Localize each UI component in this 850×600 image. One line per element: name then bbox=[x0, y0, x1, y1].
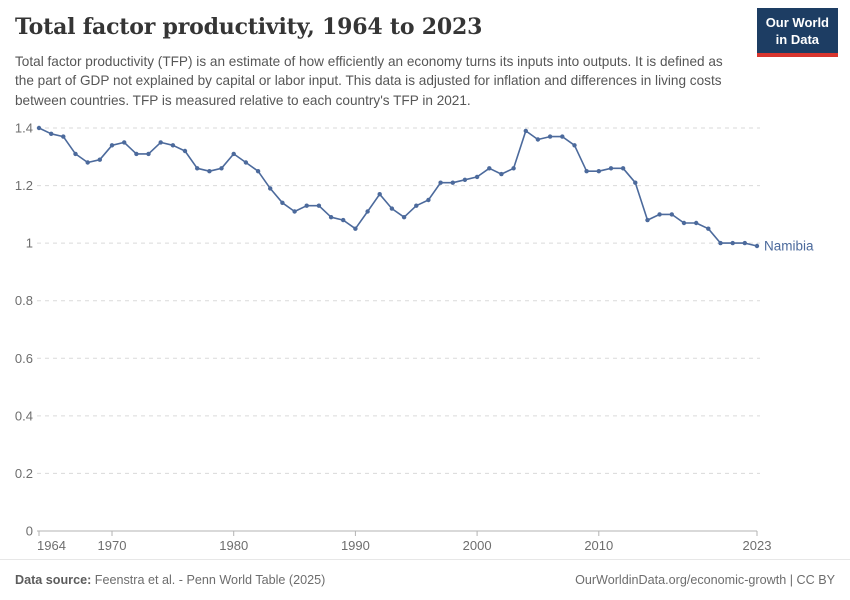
namibia-line[interactable] bbox=[38, 127, 758, 247]
gridlines: 0 0.2 0.4 0.6 0.8 1 1.2 1.4 bbox=[15, 121, 760, 539]
y-tick-label: 1.2 bbox=[15, 178, 33, 193]
chart-canvas[interactable]: 0 0.2 0.4 0.6 0.8 1 1.2 1.4 1964 1970 1980 1990 2000… bbox=[0, 0, 850, 558]
datasource-label: Data source: bbox=[15, 573, 92, 587]
y-tick-label: 0.8 bbox=[15, 293, 33, 308]
datasource-value: Feenstra et al. - Penn World Table (2025… bbox=[94, 573, 326, 587]
x-tick-label: 1970 bbox=[98, 538, 127, 553]
x-axis: 1964 1970 1980 1990 2000 2010 2023 bbox=[37, 531, 771, 553]
y-tick-label: 0.6 bbox=[15, 351, 33, 366]
x-tick-label: 2023 bbox=[743, 538, 772, 553]
owid-logo-line1: Our World bbox=[765, 15, 829, 30]
owid-logo-line2: in Data bbox=[775, 31, 820, 47]
owid-url-link[interactable]: OurWorldinData.org/economic-growth bbox=[575, 573, 787, 587]
line-chart[interactable]: 0 0.2 0.4 0.6 0.8 1 1.2 1.4 1964 1970 1980 1990 2000… bbox=[0, 0, 850, 558]
footer-separator: | bbox=[789, 573, 793, 587]
license-badge: CC BY bbox=[796, 573, 836, 587]
x-tick-label: 1980 bbox=[219, 538, 248, 553]
namibia-data-points[interactable] bbox=[36, 125, 760, 249]
footer: Data source: Feenstra et al. - Penn Worl… bbox=[0, 559, 850, 600]
datasource: Data source: Feenstra et al. - Penn Worl… bbox=[15, 573, 325, 587]
entity-label-namibia[interactable]: Namibia bbox=[764, 239, 814, 254]
y-tick-label: 0 bbox=[26, 524, 33, 539]
y-tick-label: 1.4 bbox=[15, 121, 33, 136]
x-tick-label: 2010 bbox=[584, 538, 613, 553]
y-tick-label: 0.2 bbox=[15, 466, 33, 481]
x-tick-label: 1964 bbox=[37, 538, 66, 553]
footer-right: OurWorldinData.org/economic-growth | CC … bbox=[575, 573, 835, 587]
page-title: Total factor productivity, 1964 to 2023 bbox=[15, 14, 483, 40]
x-tick-label: 2000 bbox=[463, 538, 492, 553]
owid-logo[interactable]: Our World in Data bbox=[756, 8, 838, 58]
chart-subtitle: Total factor productivity (TFP) is an es… bbox=[15, 54, 723, 108]
y-tick-label: 0.4 bbox=[15, 408, 33, 423]
y-tick-label: 1 bbox=[26, 236, 33, 251]
x-tick-label: 1990 bbox=[341, 538, 370, 553]
